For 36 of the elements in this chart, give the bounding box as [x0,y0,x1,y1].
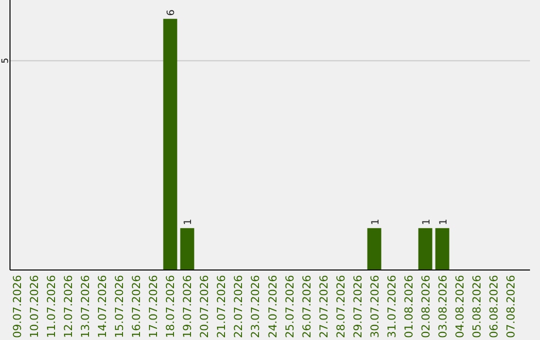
x-tick-label: 13.07.2026 [79,275,92,338]
x-tick-label: 31.07.2026 [385,275,398,338]
data-label: 1 [370,218,382,226]
x-tick-label: 01.08.2026 [402,275,416,338]
x-tick-label: 17.07.2026 [147,275,160,338]
x-tick-label: 23.07.2026 [249,275,262,338]
x-tick-label: 04.08.2026 [453,275,466,338]
x-tick-label: 26.07.2026 [300,275,314,338]
x-tick-label: 09.07.2026 [11,275,24,338]
x-tick-label: 22.07.2026 [232,275,246,338]
x-tick-label: 27.07.2026 [317,275,330,338]
x-tick-label: 20.07.2026 [198,275,212,338]
x-tick-label: 29.07.2026 [351,275,364,338]
x-tick-label: 25.07.2026 [283,275,296,338]
data-label: 1 [421,218,432,226]
x-tick-label: 18.07.2026 [164,275,178,338]
x-tick-label: 16.07.2026 [130,275,144,338]
x-tick-label: 07.08.2026 [504,275,518,338]
x-tick-label: 19.07.2026 [181,275,194,338]
data-label: 1 [438,218,450,226]
x-tick-label: 30.07.2026 [368,275,382,338]
x-tick-label: 12.07.2026 [62,275,76,338]
x-tick-label: 15.07.2026 [113,275,126,338]
x-tick-label: 05.08.2026 [470,275,484,338]
x-tick-label: 14.07.2026 [96,275,110,338]
x-tick-label: 02.08.2026 [419,275,432,338]
data-label: 1 [183,218,194,226]
x-tick-label: 03.08.2026 [436,275,450,338]
y-tick-label: 5 [1,58,11,64]
x-tick-label: 06.08.2026 [487,275,500,338]
x-tick-label: 24.07.2026 [266,275,280,338]
x-tick-label: 21.07.2026 [215,275,228,338]
x-tick-label: 28.07.2026 [334,275,348,338]
x-tick-label: 10.07.2026 [28,275,42,338]
data-label: 6 [166,9,178,16]
x-tick-label: 11.07.2026 [45,275,58,338]
